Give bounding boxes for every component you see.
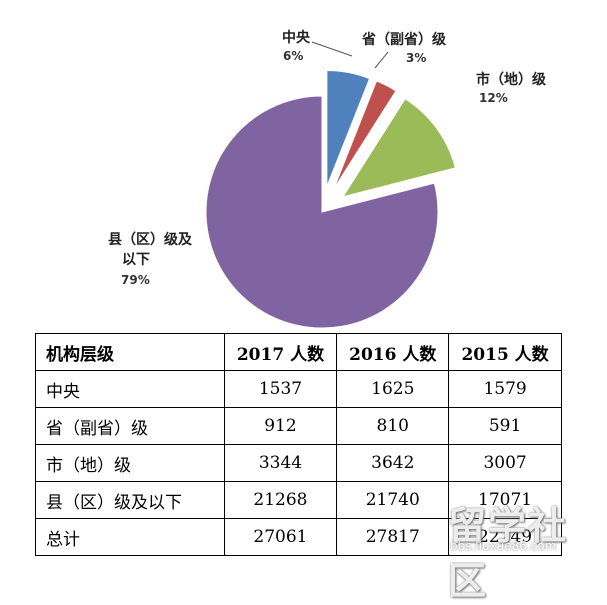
- pie-pct-city: 12%: [479, 91, 508, 105]
- table-cell: 591: [448, 407, 562, 445]
- pie-slice-province: [333, 80, 397, 190]
- row-label: 县（区）级及以下: [35, 481, 225, 519]
- table-cell: 21268: [223, 481, 338, 519]
- table-row: 县（区）级及以下 21268 21740 17071: [35, 481, 562, 519]
- column-header: 2015 人数: [448, 333, 562, 371]
- row-label: 总计: [35, 518, 225, 556]
- table-cell: 27817: [336, 518, 450, 556]
- pie-chart: 中央 6% 省（副省）级 3% 市（地）级 12% 县（区）级及 以下 79%: [108, 29, 547, 329]
- table-cell: 3642: [336, 444, 450, 482]
- row-label: 市（地）级: [35, 444, 225, 482]
- pie-label-county-line1: 县（区）级及: [108, 231, 193, 248]
- column-header: 机构层级: [35, 333, 225, 371]
- table-cell: 1537: [223, 370, 338, 408]
- leader-line-central: [311, 41, 353, 57]
- pie-pct-county: 79%: [121, 273, 150, 287]
- table-cell: 22249: [448, 518, 562, 556]
- table-cell: 912: [223, 407, 338, 445]
- table-row: 中央 1537 1625 1579: [35, 370, 562, 408]
- table-cell: 3344: [223, 444, 338, 482]
- pie-pct-province: 3%: [406, 51, 426, 65]
- row-label: 省（副省）级: [35, 407, 225, 445]
- row-label: 中央: [35, 370, 225, 408]
- pie-label-central: 中央: [282, 29, 311, 46]
- pie-slice-central: [326, 69, 371, 187]
- pie-label-county-line2: 以下: [122, 252, 150, 268]
- column-header: 2017 人数: [223, 333, 338, 371]
- table-cell: 17071: [448, 481, 562, 519]
- pie-pct-central: 6%: [283, 49, 303, 63]
- pie-chart-area: 中央 6% 省（副省）级 3% 市（地）级 12% 县（区）级及 以下 79%: [108, 29, 547, 329]
- pie-slice-city: [341, 98, 456, 198]
- pie-label-city: 市（地）级: [476, 71, 547, 88]
- table-cell: 1625: [336, 370, 450, 408]
- data-table: 机构层级 2017 人数 2016 人数 2015 人数 中央 1537 162…: [35, 333, 562, 556]
- table-row-total: 总计 27061 27817 22249: [35, 518, 562, 556]
- table-row: 市（地）级 3344 3642 3007: [35, 444, 562, 482]
- pie-label-province: 省（副省）级: [361, 31, 447, 48]
- table-cell: 27061: [223, 518, 338, 556]
- table-cell: 1579: [448, 370, 562, 408]
- leader-line-province: [374, 51, 389, 69]
- table-cell: 810: [336, 407, 450, 445]
- pie-slice-county: [205, 95, 439, 329]
- table-header-row: 机构层级 2017 人数 2016 人数 2015 人数: [35, 333, 562, 371]
- table-row: 省（副省）级 912 810 591: [35, 407, 562, 445]
- table-cell: 3007: [448, 444, 562, 482]
- table-cell: 21740: [336, 481, 450, 519]
- column-header: 2016 人数: [336, 333, 450, 371]
